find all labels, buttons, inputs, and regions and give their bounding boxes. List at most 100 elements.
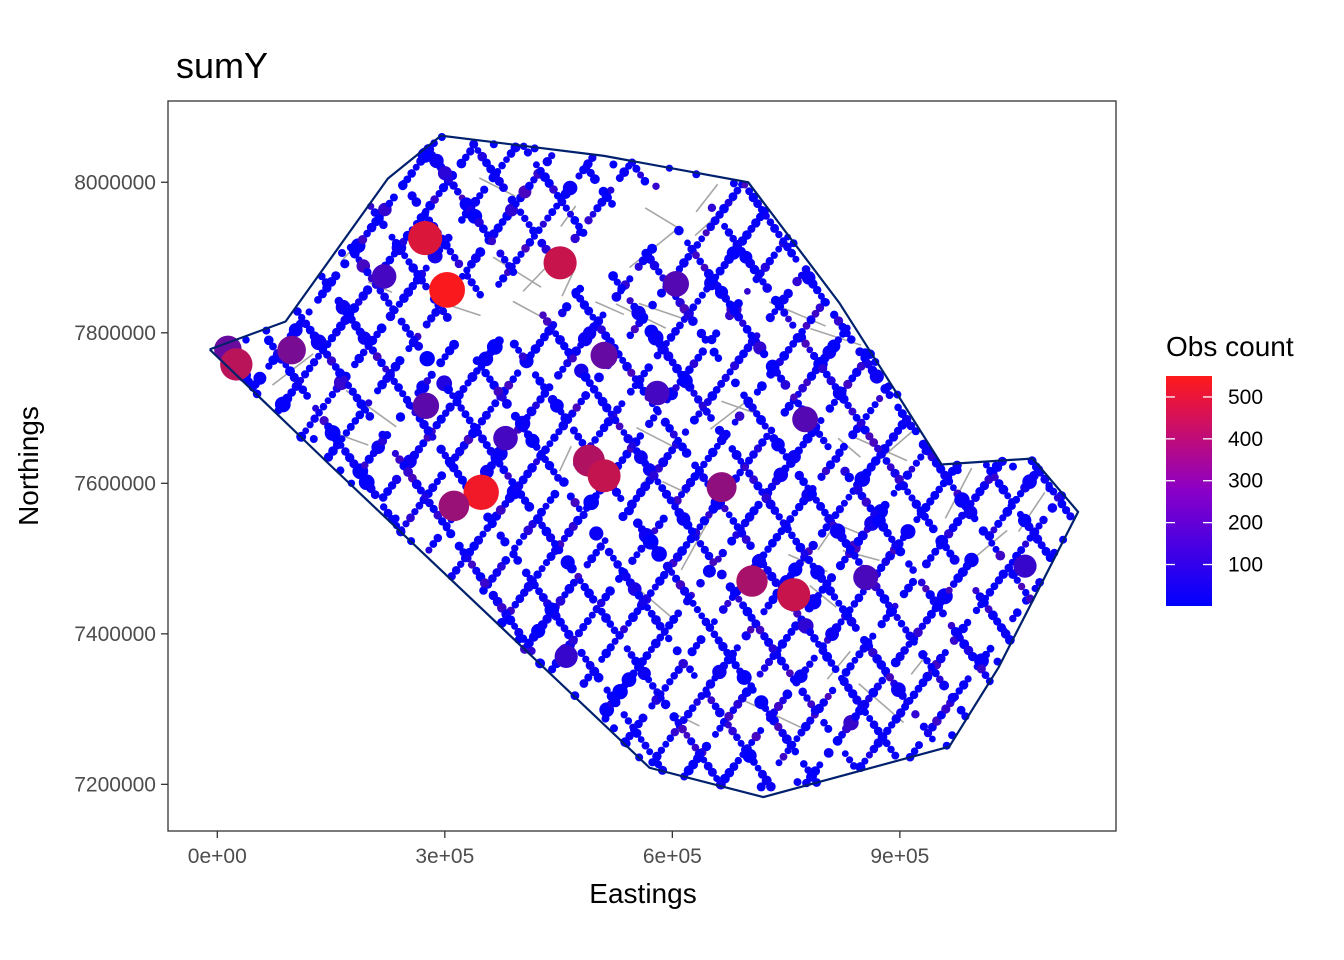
observation-point xyxy=(794,399,802,408)
observation-point xyxy=(678,658,688,669)
observation-point xyxy=(927,554,935,562)
observation-point xyxy=(768,644,778,653)
track-line xyxy=(638,302,684,320)
observation-point xyxy=(606,620,615,628)
observation-point xyxy=(819,436,828,445)
observation-point xyxy=(922,616,932,625)
observation-point xyxy=(709,558,718,567)
observation-point xyxy=(651,583,659,591)
observation-point xyxy=(728,192,738,202)
boundary-line xyxy=(208,134,1080,799)
observation-point xyxy=(680,586,690,596)
observation-point xyxy=(415,501,424,510)
observation-point xyxy=(657,746,666,754)
observation-point xyxy=(1035,522,1043,530)
observation-point xyxy=(856,361,866,371)
observation-point xyxy=(794,470,804,481)
observation-point xyxy=(479,578,490,588)
observation-point xyxy=(569,578,578,587)
observation-point xyxy=(694,395,703,404)
observation-point xyxy=(373,330,381,339)
observation-point xyxy=(779,519,788,527)
observation-point xyxy=(707,767,717,777)
observation-point xyxy=(504,268,512,276)
observation-point xyxy=(791,621,801,631)
observation-point xyxy=(873,682,882,691)
observation-point xyxy=(671,327,680,336)
observation-point xyxy=(898,691,907,700)
observation-point xyxy=(843,329,851,338)
observation-point xyxy=(470,422,478,431)
observation-point xyxy=(824,724,833,733)
observation-point xyxy=(331,271,341,281)
legend-tick-label: 300 xyxy=(1228,470,1263,493)
observation-point xyxy=(794,446,803,455)
observation-point xyxy=(693,241,702,249)
observation-point xyxy=(701,617,711,627)
observation-point xyxy=(835,561,846,571)
observation-point xyxy=(817,574,827,583)
observation-point xyxy=(821,508,829,517)
observation-point xyxy=(869,369,884,384)
observation-point xyxy=(482,441,491,450)
observation-point xyxy=(422,264,430,272)
observation-point xyxy=(430,195,439,204)
observation-point xyxy=(817,472,826,481)
observation-point xyxy=(690,672,698,679)
observation-point xyxy=(395,455,404,464)
observation-point xyxy=(895,651,905,662)
observation-point xyxy=(618,511,628,522)
observation-point xyxy=(365,399,373,407)
observation-point xyxy=(721,504,729,513)
observation-point xyxy=(822,523,831,532)
observation-point xyxy=(799,477,808,487)
observation-point xyxy=(721,222,729,230)
observation-point xyxy=(689,303,698,312)
observation-point xyxy=(753,199,762,209)
observation-point xyxy=(936,653,946,664)
observation-point xyxy=(914,684,923,693)
observation-point xyxy=(726,368,734,376)
observation-point xyxy=(1057,499,1067,509)
observation-point xyxy=(451,566,461,575)
observation-point xyxy=(918,650,928,660)
observation-point xyxy=(855,650,864,659)
observation-point xyxy=(930,490,940,500)
observation-point xyxy=(760,608,768,616)
observation-point xyxy=(501,556,511,565)
observation-point xyxy=(449,463,459,473)
observation-point xyxy=(449,339,460,350)
observation-point xyxy=(749,264,760,275)
observation-point xyxy=(562,180,578,196)
observation-point xyxy=(759,278,767,286)
observation-point xyxy=(981,671,990,679)
observation-point xyxy=(385,299,393,307)
observation-point xyxy=(978,526,988,536)
observation-point xyxy=(813,285,822,295)
observation-point xyxy=(795,502,804,512)
observation-point xyxy=(698,235,706,243)
observation-point xyxy=(601,613,611,623)
observation-point xyxy=(511,600,520,609)
observation-point xyxy=(606,643,615,652)
observation-point xyxy=(683,709,693,719)
observation-point xyxy=(1009,462,1017,471)
observation-point xyxy=(575,222,583,231)
observation-point xyxy=(820,718,828,727)
observation-point xyxy=(848,374,857,383)
observation-point xyxy=(832,737,841,746)
observation-point xyxy=(469,139,479,149)
observation-point xyxy=(706,624,714,632)
observation-point xyxy=(554,474,562,482)
observation-point xyxy=(289,372,299,382)
observation-point xyxy=(733,186,742,195)
observation-point xyxy=(343,309,352,318)
observation-point xyxy=(695,410,703,418)
observation-point xyxy=(298,313,306,322)
observation-point xyxy=(806,315,816,325)
observation-point xyxy=(509,339,519,349)
observation-point xyxy=(696,257,704,266)
observation-point xyxy=(674,436,682,445)
observation-point xyxy=(1016,490,1025,498)
observation-point xyxy=(856,419,866,429)
